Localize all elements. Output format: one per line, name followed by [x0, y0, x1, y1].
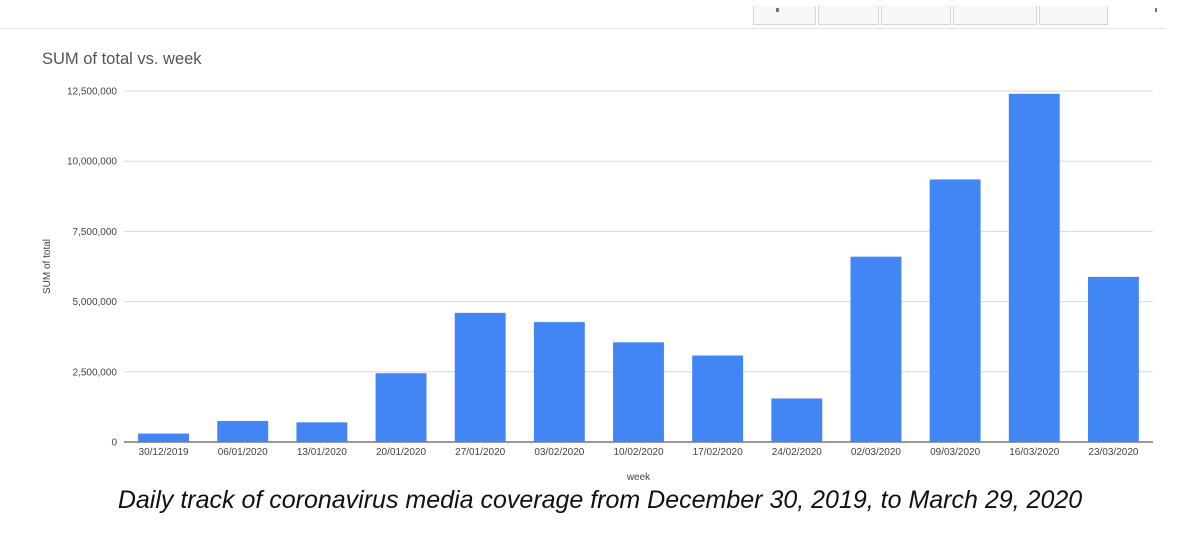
toolbar-button-1-icon — [776, 8, 779, 12]
bar-24-02-2020 — [771, 398, 823, 442]
x-tick-label-6: 10/02/2020 — [613, 447, 663, 458]
y-axis-label: SUM of total — [42, 239, 53, 294]
bar-09-03-2020 — [929, 179, 981, 442]
y-tick-label-2: 5,000,000 — [73, 297, 118, 308]
y-tick-label-3: 7,500,000 — [73, 227, 118, 238]
bar-02-03-2020 — [850, 256, 902, 442]
toolbar-button-5[interactable] — [1039, 6, 1108, 25]
toolbar-divider — [0, 28, 1165, 29]
x-tick-label-8: 24/02/2020 — [772, 447, 822, 458]
x-axis-label: week — [626, 472, 651, 483]
bar-17-02-2020 — [692, 355, 744, 442]
y-tick-label-4: 10,000,000 — [67, 157, 117, 168]
x-tick-label-9: 02/03/2020 — [851, 447, 901, 458]
bar-06-01-2020 — [217, 420, 269, 442]
bar-13-01-2020 — [296, 422, 348, 442]
x-tick-label-10: 09/03/2020 — [930, 447, 980, 458]
y-tick-label-1: 2,500,000 — [73, 367, 118, 378]
toolbar-more-icon[interactable] — [1155, 8, 1157, 12]
bar-16-03-2020 — [1008, 93, 1060, 443]
x-tick-label-3: 20/01/2020 — [376, 447, 426, 458]
bar-20-01-2020 — [375, 373, 427, 442]
x-tick-label-7: 17/02/2020 — [693, 447, 743, 458]
x-tick-label-5: 03/02/2020 — [534, 447, 584, 458]
bar-23-03-2020 — [1087, 276, 1139, 442]
y-tick-label-0: 0 — [111, 438, 117, 449]
bar-10-02-2020 — [613, 342, 664, 442]
x-tick-label-1: 06/01/2020 — [218, 447, 268, 458]
toolbar-button-3[interactable] — [881, 6, 951, 25]
figure-caption: Daily track of coronavirus media coverag… — [117, 486, 1083, 514]
x-tick-label-11: 16/03/2020 — [1009, 447, 1059, 458]
chart-title: SUM of total vs. week — [42, 50, 202, 68]
toolbar-button-4[interactable] — [953, 6, 1037, 25]
bar-27-01-2020 — [454, 312, 506, 442]
toolbar-button-1[interactable] — [753, 6, 816, 25]
toolbar-button-2[interactable] — [818, 6, 879, 25]
bar-03-02-2020 — [533, 322, 585, 442]
x-tick-label-4: 27/01/2020 — [455, 447, 505, 458]
x-tick-label-12: 23/03/2020 — [1088, 447, 1138, 458]
y-tick-label-5: 12,500,000 — [67, 87, 117, 98]
bar-30-12-2019 — [138, 433, 190, 442]
x-tick-label-2: 13/01/2020 — [297, 447, 347, 458]
x-tick-label-0: 30/12/2019 — [139, 447, 189, 458]
